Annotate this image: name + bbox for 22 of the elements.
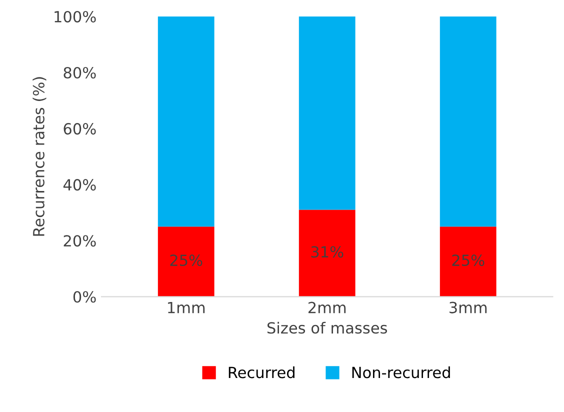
legend-label: Recurred — [228, 366, 294, 378]
bar — [440, 226, 496, 297]
y-tick-label: 20% — [64, 235, 96, 247]
bar — [440, 16, 496, 227]
bar — [158, 226, 214, 297]
y-tick-label: 40% — [63, 179, 96, 191]
y-tick-label: 0% — [73, 291, 96, 303]
x-tick-label: 3mm — [450, 302, 487, 314]
legend-label: Non-recurred — [352, 366, 450, 378]
y-axis-title: Recurrence rates (%) — [32, 77, 46, 236]
x-tick-label: 1mm — [168, 302, 205, 314]
y-tick-label: 80% — [64, 66, 96, 79]
y-tick-label: 60% — [64, 123, 96, 135]
y-tick-label: 100% — [54, 10, 96, 22]
bar — [298, 210, 356, 297]
data-label: 31% — [311, 246, 344, 258]
data-label: 25% — [170, 254, 202, 266]
x-axis-title: Sizes of masses — [267, 322, 388, 334]
x-tick-label: 2mm — [308, 302, 346, 314]
bar — [158, 16, 214, 227]
data-label: 25% — [452, 254, 484, 266]
bar — [298, 16, 356, 210]
